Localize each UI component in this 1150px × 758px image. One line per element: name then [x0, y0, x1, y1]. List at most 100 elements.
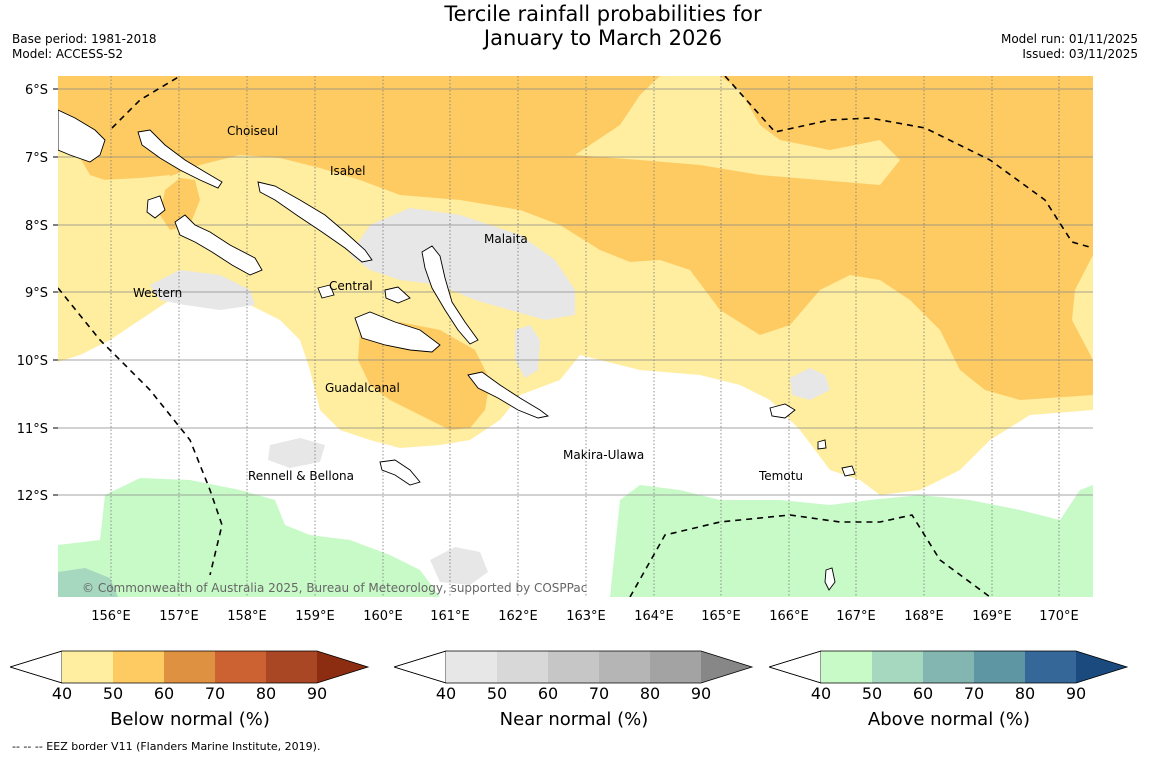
- colorbar-tick: 40: [51, 684, 73, 703]
- meta-right: Model run: 01/11/2025 Issued: 03/11/2025: [1001, 32, 1138, 62]
- island-makira: [467, 371, 550, 419]
- colorbar-near-max-arrow: [701, 651, 752, 683]
- colorbar-near-swatch: [446, 651, 497, 683]
- map-title: Tercile rainfall probabilities for Janua…: [300, 2, 906, 50]
- colorbar-above-normal: [769, 650, 1129, 684]
- copyright-notice: © Commonwealth of Australia 2025, Bureau…: [82, 581, 587, 595]
- island-utupua: [817, 439, 827, 450]
- below-50-region-west-small: [160, 178, 200, 230]
- colorbar-tick: 70: [963, 684, 985, 703]
- colorbar-tick: 70: [204, 684, 226, 703]
- island-new-georgia: [174, 214, 263, 276]
- colorbar-below-max-arrow: [317, 651, 368, 683]
- eez-border-north-east: [724, 76, 1093, 249]
- lat-label: 6°S: [25, 83, 48, 98]
- lat-label: 11°S: [17, 422, 48, 437]
- eez-borders: [58, 76, 1093, 597]
- above-40-region-southwest: [58, 478, 440, 597]
- place-label-guadalcanal: Guadalcanal: [325, 381, 400, 395]
- place-label-malaita: Malaita: [484, 232, 528, 246]
- issued-date: Issued: 03/11/2025: [1022, 47, 1138, 61]
- island-malaita: [421, 245, 479, 345]
- above-40-region-southeast: [610, 485, 1093, 597]
- lon-label: 161°E: [430, 609, 470, 624]
- island-vanikoro: [841, 465, 856, 477]
- colorbar-tick: 50: [102, 684, 124, 703]
- near-40-region-rennell: [268, 438, 325, 468]
- colorbar-tick: 40: [435, 684, 457, 703]
- colorbar-tick: 80: [1014, 684, 1036, 703]
- lon-labels: 156°E 157°E 158°E 159°E 160°E 161°E 162°…: [91, 609, 1079, 624]
- colorbar-near-swatch: [548, 651, 599, 683]
- lon-label: 160°E: [363, 609, 403, 624]
- colorbar-below-title: Below normal (%): [110, 709, 270, 730]
- colorbar-below-normal: [10, 650, 370, 684]
- colorbar-tick: 60: [153, 684, 175, 703]
- below-40-region-west: [58, 175, 175, 240]
- colorbar-near-min-arrow: [394, 650, 447, 684]
- colorbar-tick: 80: [639, 684, 661, 703]
- eez-border-west: [58, 287, 223, 576]
- colorbar-below-outline: [10, 650, 370, 684]
- colorbar-above-min-arrow: [769, 650, 822, 684]
- place-label-makira-ulawa: Makira-Ulawa: [563, 448, 644, 462]
- island-bougainville: [58, 109, 106, 163]
- forecast-map: 6°S 7°S 8°S 9°S 10°S 11°S 12°S 156°E 157…: [17, 76, 1093, 624]
- lat-label: 12°S: [17, 489, 48, 504]
- colorbar-above-max-arrow: [1076, 651, 1127, 683]
- colorbar-above-swatch: [821, 651, 872, 683]
- colorbar-near-swatch: [497, 651, 548, 683]
- colorbar-tick: 40: [810, 684, 832, 703]
- lon-label: 158°E: [227, 609, 267, 624]
- colorbar-above-swatch: [923, 651, 974, 683]
- colorbar-below-min-arrow: [10, 650, 63, 684]
- colorbar-near-swatch: [650, 651, 701, 683]
- island-santa-cruz: [769, 403, 796, 419]
- below-50-region-guadalcanal: [358, 322, 490, 430]
- colorbar-tick: 60: [537, 684, 559, 703]
- title-line-2: January to March 2026: [483, 26, 723, 50]
- near-40-region-south: [430, 547, 488, 585]
- coastlines: [58, 109, 856, 591]
- place-label-temotu: Temotu: [758, 469, 803, 483]
- colorbar-below-swatch: [62, 651, 113, 683]
- base-period: Base period: 1981-2018: [12, 32, 157, 46]
- colorbar-near-title: Near normal (%): [499, 709, 649, 730]
- gridlines: [58, 88, 1093, 496]
- lat-label: 8°S: [25, 219, 48, 234]
- lon-label: 164°E: [634, 609, 674, 624]
- colorbar-tick: 80: [255, 684, 277, 703]
- island-choiseul: [137, 129, 223, 189]
- colorbar-below-swatch: [215, 651, 266, 683]
- above-50-region-corner: [58, 568, 118, 597]
- lat-label: 7°S: [25, 151, 48, 166]
- colorbar-below-swatch: [266, 651, 317, 683]
- place-label-rennell-bellona: Rennell & Bellona: [248, 469, 354, 483]
- place-label-central: Central: [329, 279, 373, 293]
- eez-border-south-east: [629, 514, 991, 597]
- lat-labels: 6°S 7°S 8°S 9°S 10°S 11°S 12°S: [17, 83, 48, 504]
- lon-label: 170°E: [1039, 609, 1079, 624]
- lat-label: 10°S: [17, 354, 48, 369]
- eez-legend-note: -- -- -- EEZ border V11 (Flanders Marine…: [12, 740, 321, 753]
- colorbar-below-swatch: [164, 651, 215, 683]
- island-guadalcanal: [354, 311, 441, 353]
- colorbar-above-swatch: [974, 651, 1025, 683]
- meta-left: Base period: 1981-2018 Model: ACCESS-S2: [12, 32, 157, 62]
- eez-border-north-west: [111, 76, 181, 129]
- lon-label: 156°E: [91, 609, 131, 624]
- probability-fields: [58, 76, 1093, 597]
- colorbar-near-outline: [394, 650, 754, 684]
- lon-label: 163°E: [566, 609, 606, 624]
- colorbar-above-title: Above normal (%): [867, 709, 1031, 730]
- colorbar-tick: 90: [690, 684, 712, 703]
- meridians: [110, 76, 1060, 597]
- lat-tick-marks: [53, 88, 58, 496]
- place-label-isabel: Isabel: [330, 164, 365, 178]
- title-line-1: Tercile rainfall probabilities for: [444, 2, 762, 26]
- lon-label: 162°E: [498, 609, 538, 624]
- colorbar-tick: 70: [588, 684, 610, 703]
- colorbar-tick: 50: [861, 684, 883, 703]
- near-40-region-western: [150, 270, 255, 310]
- island-isabel: [257, 181, 373, 263]
